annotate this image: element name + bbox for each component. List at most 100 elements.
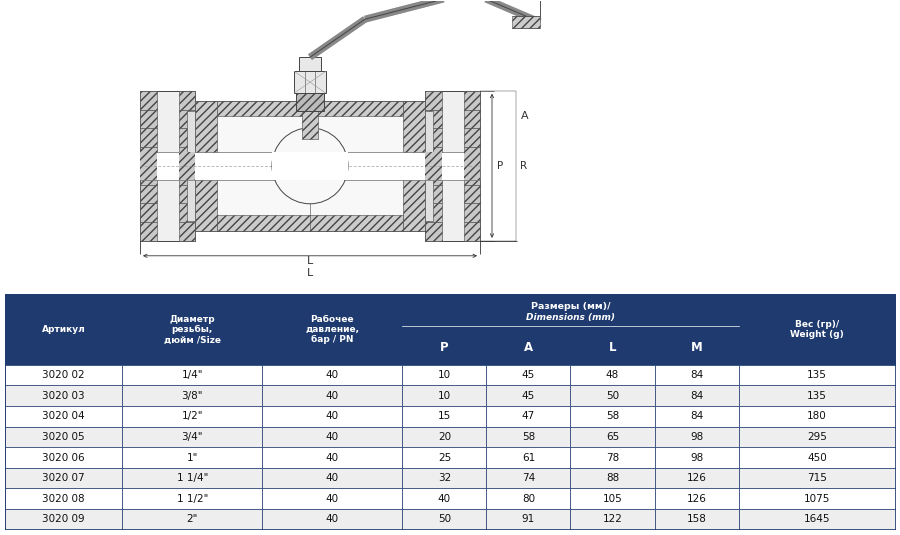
Bar [140, 152, 157, 180]
Text: 3020 08: 3020 08 [42, 494, 85, 504]
Text: 58: 58 [606, 411, 619, 422]
Text: 2": 2" [186, 514, 198, 524]
Bar [140, 185, 157, 203]
Text: 84: 84 [690, 411, 703, 422]
Text: 1": 1" [186, 453, 198, 463]
Text: 1645: 1645 [804, 514, 831, 524]
Bar [178, 203, 195, 222]
Bar [425, 91, 480, 241]
Text: Артикул: Артикул [41, 325, 86, 334]
Bar [4, 468, 122, 488]
Bar [464, 185, 480, 203]
Bar [739, 509, 896, 530]
Text: 10: 10 [437, 391, 451, 401]
Bar [122, 488, 262, 509]
Text: L: L [307, 268, 313, 278]
Bar [140, 147, 157, 166]
Text: 295: 295 [807, 432, 827, 442]
Bar [486, 385, 571, 406]
Text: 48: 48 [606, 370, 619, 380]
Text: 40: 40 [326, 432, 339, 442]
Text: 65: 65 [606, 432, 619, 442]
Bar [140, 110, 157, 128]
Bar [654, 406, 739, 427]
Text: 3020 02: 3020 02 [42, 370, 85, 380]
Text: 98: 98 [690, 453, 703, 463]
Bar [140, 91, 195, 241]
Bar [122, 365, 262, 385]
Bar [217, 216, 403, 231]
Bar [486, 294, 571, 365]
Bar [512, 16, 540, 28]
Text: 20: 20 [437, 432, 451, 442]
Bar [425, 203, 442, 222]
Bar [402, 427, 486, 447]
Text: Рабочее
давление,
бар / PN: Рабочее давление, бар / PN [305, 315, 359, 345]
Bar [402, 509, 486, 530]
Text: 715: 715 [807, 473, 827, 483]
Bar [122, 385, 262, 406]
Bar [403, 101, 425, 231]
Text: 122: 122 [603, 514, 623, 524]
Bar [486, 427, 571, 447]
Text: 91: 91 [522, 514, 536, 524]
Bar [4, 427, 122, 447]
Bar [402, 468, 486, 488]
Text: 32: 32 [437, 473, 451, 483]
Text: 50: 50 [606, 391, 619, 401]
Text: 80: 80 [522, 494, 535, 504]
Bar [654, 427, 739, 447]
Bar [178, 147, 195, 166]
Text: 40: 40 [326, 473, 339, 483]
Text: 40: 40 [326, 514, 339, 524]
Bar [122, 468, 262, 488]
Bar [262, 509, 402, 530]
Text: 3020 09: 3020 09 [42, 514, 85, 524]
Bar [486, 447, 571, 468]
Text: P: P [440, 341, 449, 354]
Bar [262, 406, 402, 427]
Text: A: A [521, 111, 528, 121]
Bar [425, 147, 442, 166]
Text: 3/4": 3/4" [182, 432, 203, 442]
Text: 40: 40 [326, 494, 339, 504]
Bar [464, 166, 480, 185]
Bar [425, 152, 442, 180]
Text: 126: 126 [687, 473, 707, 483]
Text: 105: 105 [603, 494, 623, 504]
Text: 84: 84 [690, 391, 703, 401]
Bar [739, 427, 896, 447]
Bar [654, 488, 739, 509]
Text: M: M [690, 341, 702, 354]
Bar [425, 110, 442, 128]
Bar [402, 406, 486, 427]
Bar [122, 427, 262, 447]
Bar [654, 385, 739, 406]
Bar [217, 101, 403, 116]
Text: 3020 07: 3020 07 [42, 473, 85, 483]
Bar [739, 488, 896, 509]
Bar [464, 110, 480, 128]
Bar [178, 166, 195, 185]
Bar [4, 447, 122, 468]
Text: 78: 78 [606, 453, 619, 463]
Bar [178, 91, 195, 110]
Bar [140, 222, 157, 241]
Bar [739, 294, 896, 365]
Bar [195, 101, 425, 231]
Bar [140, 91, 157, 110]
Bar [122, 406, 262, 427]
Bar [654, 468, 739, 488]
Bar [464, 203, 480, 222]
Bar [464, 147, 480, 166]
Text: R: R [520, 161, 527, 171]
Bar [571, 406, 654, 427]
Text: A: A [524, 341, 533, 354]
Bar [302, 111, 318, 139]
Bar [464, 222, 480, 241]
Text: Вес (гр)/
Weight (g): Вес (гр)/ Weight (g) [790, 320, 844, 339]
Text: 1 1/4": 1 1/4" [176, 473, 208, 483]
Bar [464, 152, 480, 180]
Text: 10: 10 [437, 370, 451, 380]
Bar [272, 152, 348, 180]
